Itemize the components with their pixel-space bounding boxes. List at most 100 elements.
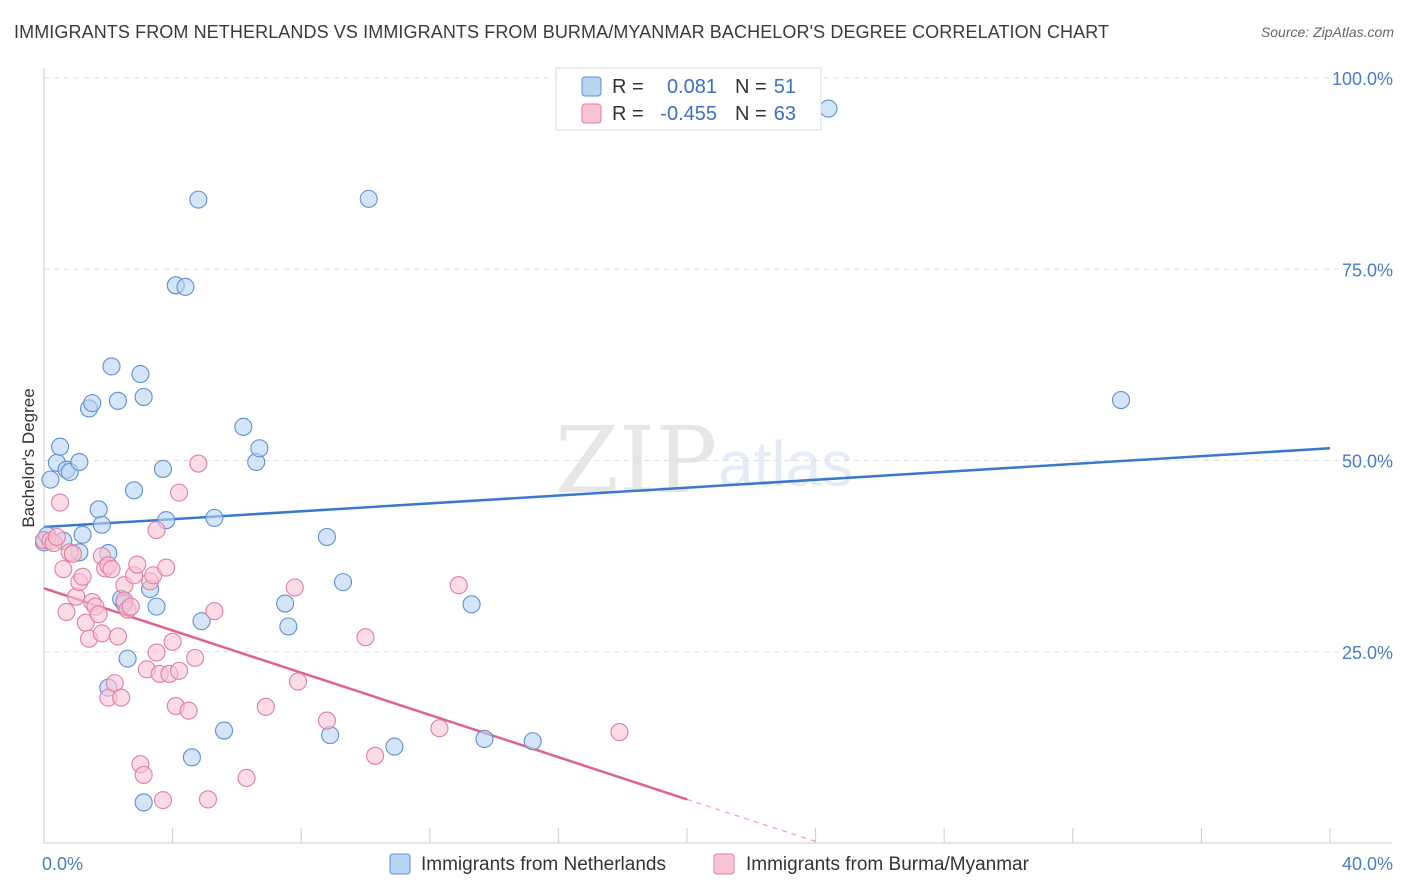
y-tick-label: 75.0% [1342, 260, 1393, 280]
data-point-netherlands [182, 748, 201, 767]
data-point-burma [51, 493, 70, 512]
watermark-atlas: atlas [718, 428, 853, 500]
data-point-burma [198, 790, 218, 809]
data-point-netherlands [189, 190, 208, 209]
data-point-burma [237, 768, 256, 788]
data-point-burma [102, 560, 121, 579]
series-swatch-burma [713, 853, 735, 875]
watermark: ZIP atlas [555, 407, 853, 514]
data-point-burma [205, 602, 224, 621]
data-point-burma [189, 454, 208, 473]
data-point-burma [449, 576, 468, 595]
data-point-netherlands [205, 508, 224, 527]
data-point-burma [47, 527, 66, 547]
data-point-netherlands [819, 99, 838, 118]
data-point-netherlands [73, 525, 92, 544]
data-point-burma [128, 555, 147, 574]
legend-r-label-1: R = [612, 76, 644, 98]
y-tick-label: 50.0% [1342, 452, 1393, 472]
correlation-legend: R = 0.081 N = 51 R = -0.455 N = 63 [555, 67, 822, 131]
legend-n-label-1: N = [735, 76, 767, 98]
data-point-burma [89, 605, 108, 624]
trend-lines [43, 447, 1331, 843]
data-point-burma [153, 791, 173, 810]
trend-line-netherlands [43, 447, 1331, 529]
data-point-burma [108, 627, 127, 646]
data-point-netherlands [153, 459, 173, 478]
data-point-netherlands [333, 573, 353, 592]
data-point-netherlands [124, 481, 144, 500]
data-point-burma [92, 624, 111, 643]
data-point-netherlands [70, 452, 89, 472]
data-point-netherlands [523, 732, 542, 751]
data-point-burma [179, 701, 198, 720]
data-point-burma [285, 578, 304, 597]
data-points [34, 99, 1131, 812]
trend-line-burma [43, 587, 688, 801]
data-point-netherlands [359, 189, 378, 208]
data-point-netherlands [108, 391, 127, 410]
data-point-netherlands [317, 527, 336, 547]
x-tick-label-min: 0.0% [42, 854, 83, 874]
series-label-burma: Immigrants from Burma/Myanmar [746, 854, 1030, 875]
legend-n-label-2: N = [735, 103, 767, 125]
data-point-burma [186, 648, 205, 667]
legend-n-value-2: 63 [774, 103, 796, 125]
data-point-burma [73, 567, 92, 586]
data-point-burma [54, 560, 73, 579]
data-point-netherlands [134, 793, 153, 812]
gridlines [44, 77, 1392, 653]
legend-r-label-2: R = [612, 103, 644, 125]
data-point-burma [366, 746, 385, 765]
data-point-burma [57, 602, 76, 622]
data-point-netherlands [41, 470, 60, 489]
data-point-burma [134, 765, 153, 784]
data-point-burma [356, 628, 375, 647]
data-point-burma [169, 483, 189, 502]
source-credit: Source: ZipAtlas.com [1260, 24, 1394, 40]
data-point-netherlands [134, 387, 153, 407]
data-point-burma [256, 697, 275, 716]
data-point-burma [317, 711, 336, 730]
data-point-netherlands [250, 439, 269, 458]
data-point-netherlands [176, 277, 195, 296]
data-point-burma [288, 672, 308, 691]
data-point-netherlands [385, 737, 404, 756]
data-point-burma [430, 719, 449, 738]
data-point-netherlands [1111, 391, 1131, 410]
data-point-burma [112, 688, 131, 707]
series-legend: Immigrants from Netherlands Immigrants f… [389, 853, 1030, 875]
data-point-netherlands [462, 595, 481, 614]
x-tick-label-max: 40.0% [1342, 854, 1393, 874]
legend-r-value-1: 0.081 [667, 76, 717, 98]
data-point-burma [163, 632, 182, 651]
data-point-netherlands [92, 515, 111, 534]
data-point-netherlands [279, 617, 298, 636]
data-point-burma [147, 521, 166, 540]
data-point-netherlands [118, 649, 137, 668]
data-point-netherlands [214, 721, 234, 740]
data-point-netherlands [475, 729, 494, 749]
y-tick-label: 100.0% [1332, 69, 1393, 89]
axes [43, 68, 1392, 844]
data-point-netherlands [192, 612, 211, 631]
data-point-netherlands [131, 365, 150, 384]
data-point-burma [147, 643, 166, 662]
data-point-netherlands [51, 437, 70, 456]
data-point-burma [169, 661, 189, 680]
data-point-netherlands [83, 394, 102, 413]
trend-line-burma-extension [686, 798, 816, 843]
y-axis-label: Bachelor's Degree [19, 388, 38, 527]
data-point-burma [63, 544, 82, 563]
chart-title: IMMIGRANTS FROM NETHERLANDS VS IMMIGRANT… [14, 22, 1110, 42]
y-tick-labels: 25.0% 50.0% 75.0% 100.0% [1332, 69, 1393, 663]
legend-r-value-2: -0.455 [660, 103, 717, 125]
data-point-burma [121, 597, 140, 616]
legend-swatch-netherlands [581, 76, 602, 97]
data-point-netherlands [234, 417, 253, 436]
legend-swatch-burma [581, 103, 602, 124]
data-point-netherlands [89, 500, 108, 519]
data-point-netherlands [102, 357, 121, 376]
data-point-netherlands [147, 597, 166, 616]
